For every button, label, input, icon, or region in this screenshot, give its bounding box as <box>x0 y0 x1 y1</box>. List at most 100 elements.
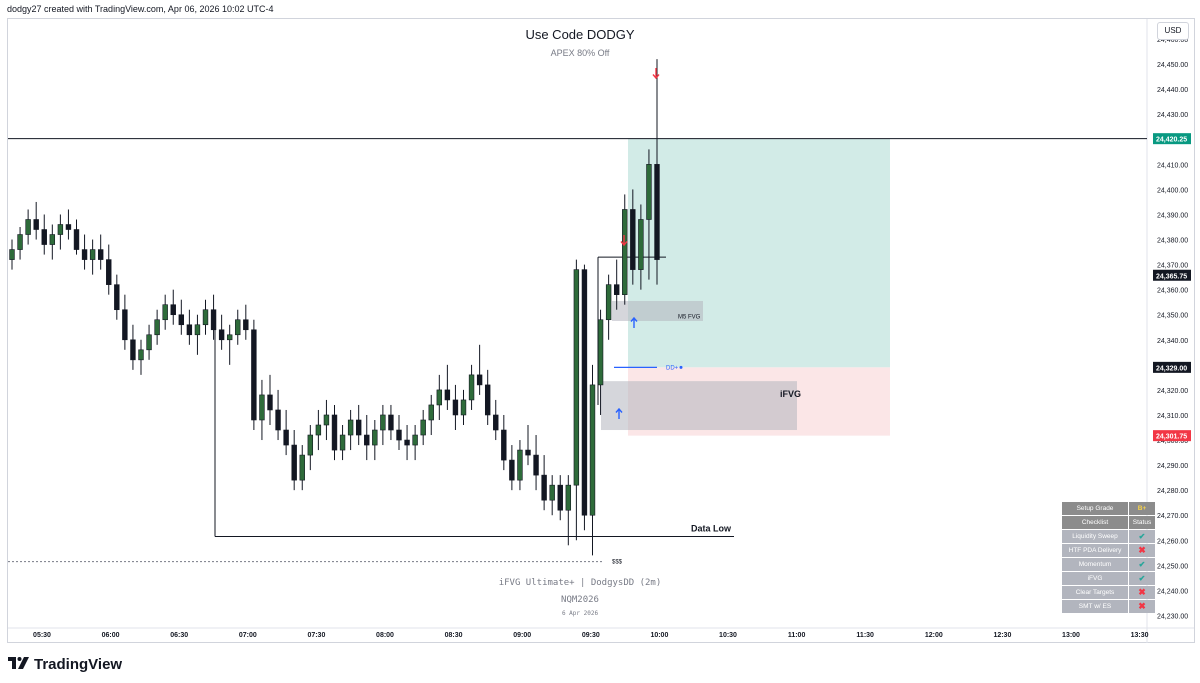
candle-up <box>235 319 241 336</box>
check-item-label: iFVG <box>1062 572 1128 585</box>
price-tick-label: 24,290.00 <box>1157 463 1188 470</box>
candle-down <box>251 329 257 421</box>
candle-down <box>444 389 451 401</box>
candle-down <box>452 399 459 416</box>
check-status-icon: ✖ <box>1129 544 1155 557</box>
price-tick-label: 24,380.00 <box>1157 238 1188 245</box>
candle-down <box>106 259 112 285</box>
tradingview-logo[interactable]: TradingView <box>8 655 122 673</box>
candle-down <box>41 229 47 245</box>
candle-down <box>388 414 394 431</box>
candle-down <box>654 164 660 260</box>
price-tick-label: 24,350.00 <box>1157 313 1188 320</box>
candle-up <box>307 434 314 456</box>
price-tick-label: 24,410.00 <box>1157 162 1188 169</box>
candle-down <box>122 309 128 341</box>
candle-down <box>81 249 88 260</box>
candle-up <box>460 399 467 416</box>
candle-down <box>630 209 636 270</box>
checklist-header: Checklist <box>1062 516 1128 529</box>
candle-down <box>501 429 507 461</box>
price-badge-label: 24,365.75 <box>1156 273 1187 280</box>
candle-up <box>638 219 644 270</box>
buy-arrow-up-icon <box>615 407 623 419</box>
chart-credit: dodgy27 created with TradingView.com, Ap… <box>7 4 274 14</box>
candle-down <box>557 484 563 511</box>
candle-down <box>533 454 539 476</box>
check-item-label: Liquidity Sweep <box>1062 530 1128 543</box>
candle-down <box>541 474 547 501</box>
dd-plus-dot <box>679 365 683 369</box>
candle-up <box>323 414 330 426</box>
price-tick-label: 24,450.00 <box>1157 62 1188 69</box>
tradingview-logo-icon <box>8 655 30 673</box>
candle-up <box>89 249 96 260</box>
candle-down <box>218 329 225 341</box>
candle-up <box>194 324 201 336</box>
candle-up <box>549 484 555 501</box>
currency-button[interactable]: USD <box>1157 22 1189 40</box>
check-item-label: HTF PDA Delivery <box>1062 544 1128 557</box>
candle-up <box>597 319 604 386</box>
candle-down <box>267 394 273 411</box>
candle-down <box>73 229 80 250</box>
price-tick-label: 24,400.00 <box>1157 187 1188 194</box>
candle-up <box>565 484 572 511</box>
time-tick-label: 08:30 <box>445 632 463 639</box>
price-tick-label: 24,460.00 <box>1157 37 1188 44</box>
ifvg-box <box>601 381 797 431</box>
candle-up <box>299 454 305 481</box>
check-item-label: Clear Targets <box>1062 586 1128 599</box>
candle-down <box>243 319 249 331</box>
check-status-icon: ✔ <box>1129 558 1155 571</box>
time-tick-label: 11:30 <box>856 632 874 639</box>
price-badge-label: 24,420.25 <box>1156 137 1187 144</box>
candle-down <box>114 284 120 311</box>
check-item-label: SMT w/ ES <box>1062 600 1128 613</box>
candle-up <box>339 434 346 451</box>
check-item-label: Momentum <box>1062 558 1128 571</box>
indicator-watermark: iFVG Ultimate+ | DodgysDD (2m) <box>498 578 662 588</box>
price-tick-label: 24,270.00 <box>1157 513 1188 520</box>
candle-up <box>428 404 434 421</box>
time-tick-label: 09:00 <box>513 632 531 639</box>
candle-down <box>331 414 338 451</box>
candle-down <box>581 269 588 516</box>
setup-checklist: Setup Grade B+ Checklist Status Liquidit… <box>1061 501 1156 614</box>
candle-down <box>33 219 39 230</box>
candle-down <box>210 309 217 331</box>
chart-subtitle: APEX 80% Off <box>550 48 610 58</box>
price-tick-label: 24,390.00 <box>1157 212 1188 219</box>
price-tick-label: 24,250.00 <box>1157 563 1188 570</box>
candle-down <box>170 304 176 316</box>
price-tick-label: 24,240.00 <box>1157 588 1188 595</box>
price-badge <box>1153 133 1191 145</box>
price-badge-label: 24,329.00 <box>1156 365 1187 372</box>
candle-up <box>517 449 523 481</box>
candle-up <box>138 349 144 361</box>
time-tick-label: 13:00 <box>1062 632 1080 639</box>
candle-up <box>146 334 152 351</box>
check-status-icon: ✖ <box>1129 586 1155 599</box>
candle-down <box>283 429 289 446</box>
time-tick-label: 08:00 <box>376 632 394 639</box>
time-tick-label: 12:00 <box>925 632 943 639</box>
buy-arrow-up-icon <box>630 316 638 328</box>
date-watermark: 6 Apr 2026 <box>561 610 599 617</box>
time-tick-label: 09:30 <box>582 632 600 639</box>
grade-value: B+ <box>1129 502 1155 515</box>
ifvg-label: iFVG <box>780 389 801 399</box>
price-badge <box>1153 269 1191 281</box>
candle-down <box>396 429 402 441</box>
time-tick-label: 11:00 <box>788 632 806 639</box>
check-status-icon: ✔ <box>1129 572 1155 585</box>
time-tick-label: 05:30 <box>33 632 51 639</box>
price-tick-label: 24,430.00 <box>1157 112 1188 119</box>
price-badge <box>1153 430 1191 442</box>
candle-up <box>380 414 386 431</box>
candle-up <box>226 334 233 341</box>
candle-down <box>186 324 193 336</box>
candle-down <box>97 249 104 260</box>
candle-down <box>291 444 297 481</box>
